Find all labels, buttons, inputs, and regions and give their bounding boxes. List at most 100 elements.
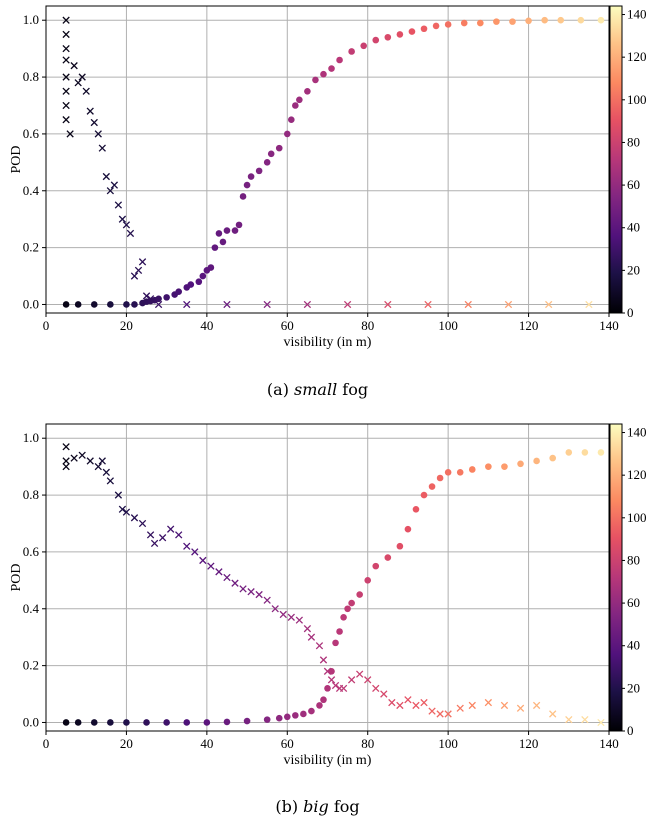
data-point-circle — [408, 28, 416, 35]
data-point-circle — [207, 264, 215, 271]
data-point-circle — [541, 16, 548, 24]
data-point-x — [456, 704, 464, 712]
y-tick-label: 0.2 — [23, 240, 39, 255]
data-point-circle — [90, 301, 98, 308]
data-point-circle — [356, 591, 363, 598]
data-point-circle — [372, 36, 380, 44]
data-point-x — [279, 610, 287, 619]
plot-frame — [45, 5, 610, 314]
data-point-circle — [477, 19, 484, 27]
data-point-x — [436, 710, 444, 718]
data-point-circle — [328, 65, 335, 72]
x-tick-label: 0 — [43, 318, 50, 333]
colorbar-tick-label: 60 — [627, 595, 640, 610]
data-point-x — [199, 556, 207, 565]
data-point-x — [138, 258, 147, 266]
y-tick-label: 0.4 — [23, 183, 40, 198]
data-point-circle — [493, 18, 500, 25]
data-point-circle — [364, 577, 372, 584]
data-point-x — [287, 613, 295, 621]
data-point-x — [315, 642, 324, 650]
data-point-circle — [283, 713, 291, 721]
colorbar-tick-label: 0 — [627, 305, 634, 320]
data-point-x — [263, 596, 271, 604]
y-tick-label: 0.0 — [23, 714, 39, 729]
data-point-x — [118, 505, 127, 513]
data-point-circle — [404, 525, 412, 533]
y-tick-label: 1.0 — [23, 430, 39, 445]
data-point-x — [62, 30, 70, 39]
data-point-x — [146, 531, 155, 539]
caption-emph: small — [294, 380, 337, 399]
data-point-x — [130, 514, 139, 522]
data-point-x — [70, 454, 78, 462]
data-point-x — [70, 62, 78, 70]
data-point-circle — [577, 16, 585, 24]
data-point-x — [581, 715, 589, 724]
data-point-x — [339, 684, 348, 693]
colorbar-tick-label: 120 — [627, 467, 647, 482]
data-point-x — [110, 181, 119, 189]
x-tick-label: 0 — [43, 736, 50, 751]
x-tick-label: 60 — [281, 736, 294, 751]
data-point-x — [484, 698, 493, 707]
data-point-circle — [243, 717, 251, 725]
data-point-x — [102, 172, 110, 181]
data-point-circle — [304, 87, 311, 95]
y-axis-label: POD — [9, 563, 24, 591]
data-point-x — [62, 73, 70, 81]
data-point-x — [62, 443, 70, 451]
data-point-x — [114, 201, 123, 209]
data-point-circle — [300, 710, 307, 718]
data-point-circle — [195, 278, 203, 286]
data-point-circle — [384, 33, 392, 41]
data-point-x — [78, 451, 86, 459]
data-point-x — [464, 300, 472, 309]
data-point-circle — [107, 301, 114, 308]
data-point-circle — [288, 116, 295, 124]
data-point-x — [372, 684, 380, 693]
data-point-circle — [557, 16, 565, 24]
data-point-x — [303, 625, 312, 633]
caption-prefix: (a) — [267, 380, 294, 399]
data-point-x — [549, 710, 557, 718]
data-point-circle — [74, 301, 82, 308]
data-point-circle — [485, 463, 492, 470]
data-point-circle — [324, 685, 331, 692]
x-axis-label: visibility (in m) — [284, 335, 372, 350]
data-point-x — [94, 462, 102, 471]
colorbar — [609, 5, 623, 314]
data-point-circle — [549, 454, 556, 462]
colorbar-tick-label: 40 — [627, 638, 640, 653]
chart-panel-b: 0 20 40 60 80 100 120 140 0.0 0.2 0.4 0.6 0.8 1.0 visi… — [9, 423, 647, 816]
data-point-x — [154, 300, 163, 309]
data-point-circle — [533, 457, 540, 465]
data-point-x — [167, 525, 175, 533]
panel-caption: (a) small fog — [267, 380, 368, 399]
data-point-x — [295, 616, 304, 624]
data-point-circle — [247, 173, 255, 180]
data-point-x — [307, 633, 316, 641]
data-point-circle — [396, 542, 404, 550]
data-point-x — [468, 701, 476, 710]
data-point-circle — [444, 21, 452, 28]
data-point-x — [364, 676, 372, 684]
caption-prefix: (b) — [275, 797, 303, 816]
data-point-circle — [320, 70, 327, 78]
colorbar-tick-label: 40 — [627, 220, 640, 235]
data-point-x — [303, 300, 312, 309]
data-point-x — [138, 519, 147, 528]
data-point-circle — [420, 25, 428, 33]
data-point-x — [114, 491, 123, 499]
data-point-circle — [428, 483, 436, 490]
data-point-x — [585, 300, 593, 309]
data-point-x — [62, 16, 70, 24]
data-point-circle — [263, 716, 271, 723]
data-point-circle — [267, 150, 275, 158]
chart-panel-a: 0 20 40 60 80 100 120 140 0.0 0.2 0.4 0.6 0.8 1.0 visi… — [9, 5, 647, 399]
colorbar-tick-label: 120 — [627, 49, 647, 64]
data-point-circle — [123, 301, 130, 308]
data-point-x — [331, 681, 340, 690]
data-point-x — [62, 87, 70, 95]
data-point-circle — [163, 719, 170, 726]
